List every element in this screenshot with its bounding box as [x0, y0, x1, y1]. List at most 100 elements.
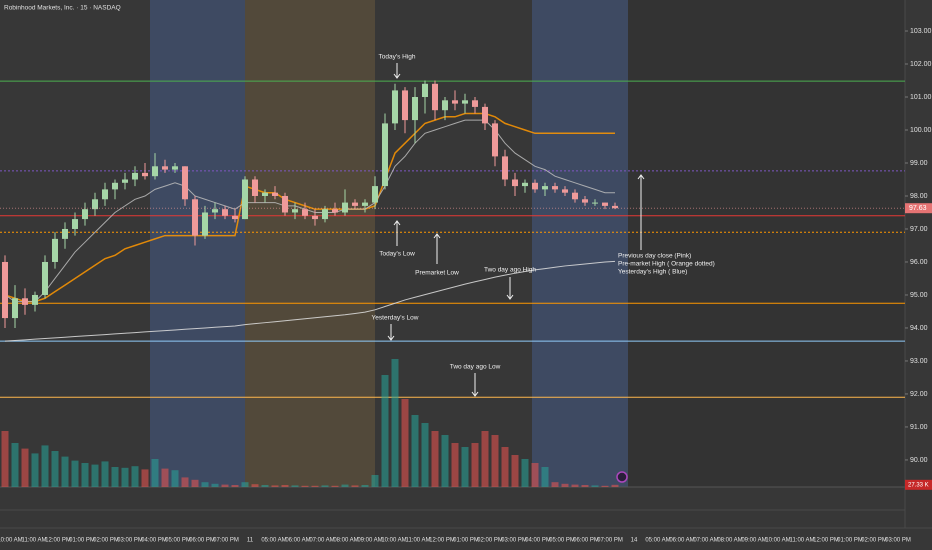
candle-body: [572, 192, 578, 200]
candle-body: [272, 192, 278, 196]
volume-bar: [491, 435, 499, 487]
volume-bar: [281, 485, 289, 487]
candle-body: [32, 294, 38, 305]
candle-body: [42, 261, 48, 295]
volume-bar: [181, 477, 189, 487]
x-tick-label: 11:00 AM: [790, 538, 815, 544]
candle-body: [112, 182, 118, 190]
candle-body: [522, 182, 528, 187]
volume-bar: [431, 431, 439, 487]
current-volume-label: 27.33 K: [908, 482, 929, 488]
x-tick-label: 04:00 PM: [141, 538, 167, 544]
x-tick-label: 12:00 PM: [429, 538, 455, 544]
chart-title: Robinhood Markets, Inc. · 15 · NASDAQ: [4, 5, 121, 12]
moving-average: [4, 119, 615, 303]
x-tick-label: 04:00 PM: [525, 538, 551, 544]
session-band: [245, 0, 375, 487]
x-tick-label: 14: [631, 538, 638, 544]
x-tick-label: 10:00 AM: [381, 538, 406, 544]
volume-bar: [331, 485, 339, 487]
x-tick-label: 06:00 PM: [573, 538, 599, 544]
volume-bar: [291, 485, 299, 487]
arrow: [387, 324, 395, 341]
candle-body: [472, 100, 478, 107]
volume-bar: [421, 423, 429, 487]
volume-bar: [61, 456, 69, 487]
candle-body: [132, 172, 138, 180]
volume-bar: [101, 461, 109, 487]
arrow: [506, 277, 514, 300]
annotation: Two day ago High: [484, 267, 536, 274]
volume-bar: [231, 485, 239, 487]
volume-bar: [31, 453, 39, 487]
annotation: Pre-market High ( Orange dotted): [618, 261, 715, 268]
x-tick-label: 01:00 PM: [837, 538, 863, 544]
candle-body: [452, 100, 458, 104]
x-tick-label: 02:00 PM: [93, 538, 119, 544]
volume-bar: [531, 463, 539, 487]
volume-bar: [561, 483, 569, 487]
volume-bar: [221, 484, 229, 487]
x-tick-label: 09:00 AM: [741, 538, 766, 544]
volume-bar: [261, 485, 269, 487]
y-tick-label: 102.00: [910, 61, 932, 68]
candle-body: [242, 179, 248, 220]
y-tick-label: 101.00: [910, 94, 932, 101]
x-tick-label: 03:00 PM: [885, 538, 911, 544]
annotation: Premarket Low: [415, 270, 459, 277]
candle-body: [492, 123, 498, 157]
price-badge: [905, 203, 932, 214]
volume-bar: [51, 451, 59, 487]
x-tick-label: 05:00 PM: [165, 538, 191, 544]
x-tick-label: 10:00 AM: [765, 538, 790, 544]
volume-bar: [81, 463, 89, 487]
annotation: Today's High: [378, 54, 415, 61]
volume-bar: [121, 467, 129, 487]
y-tick-label: 91.00: [910, 424, 928, 431]
x-tick-label: 03:00 PM: [117, 538, 143, 544]
volume-bar: [311, 485, 319, 487]
volume-bar: [271, 485, 279, 487]
volume-bar: [371, 475, 379, 487]
volume-bar: [11, 443, 19, 487]
y-tick-label: 93.00: [910, 358, 928, 365]
x-tick-label: 12:00 PM: [813, 538, 839, 544]
volume-bar: [521, 459, 529, 487]
moving-average: [4, 260, 616, 342]
candle-body: [332, 209, 338, 213]
volume-badge: [905, 479, 932, 490]
candle-body: [92, 199, 98, 210]
candle-body: [82, 209, 88, 220]
x-tick-label: 05:00 PM: [549, 538, 575, 544]
arrow: [433, 233, 441, 264]
current-price-label: 97.63: [909, 205, 927, 212]
x-tick-label: 07:00 AM: [693, 538, 718, 544]
candle-body: [592, 202, 598, 204]
volume-bar: [571, 484, 579, 487]
candle-body: [442, 100, 448, 111]
candle-body: [382, 123, 388, 187]
volume-bar: [481, 431, 489, 487]
candle-body: [52, 238, 58, 262]
volume-bar: [161, 468, 169, 487]
candle-body: [482, 106, 488, 124]
volume-bar: [1, 431, 9, 487]
volume-bar: [611, 484, 619, 487]
x-tick-label: 07:00 PM: [213, 538, 239, 544]
candle-body: [372, 186, 378, 203]
candle-body: [142, 172, 148, 177]
indicator-icon[interactable]: [616, 471, 628, 483]
candle-body: [352, 202, 358, 206]
candle-body: [62, 228, 68, 239]
session-band: [532, 0, 628, 487]
volume-bar: [551, 482, 559, 487]
annotation: Today's Low: [379, 251, 415, 258]
candle-body: [172, 166, 178, 170]
volume-bar: [401, 399, 409, 487]
volume-bar: [171, 470, 179, 487]
candle-body: [392, 90, 398, 124]
x-tick-label: 11:00 AM: [22, 538, 47, 544]
volume-bar: [301, 485, 309, 487]
candle-body: [232, 215, 238, 220]
x-tick-label: 11:00 AM: [406, 538, 431, 544]
